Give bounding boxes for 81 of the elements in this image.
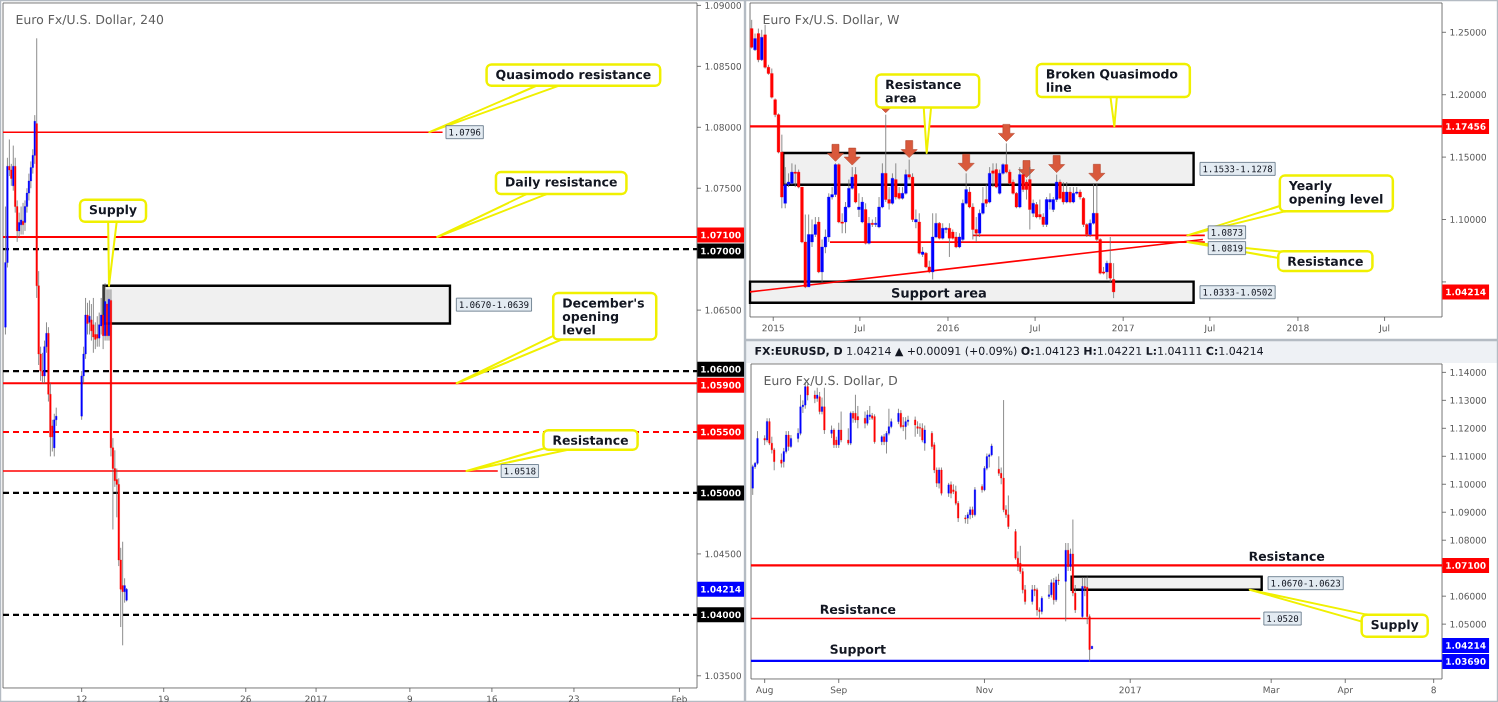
band-label: 1.0670-1.0639 xyxy=(459,301,529,309)
y-tick-label: 1.08000 xyxy=(705,123,742,131)
x-tick-label: Mar xyxy=(1263,686,1280,694)
x-tick-label: Sep xyxy=(830,686,847,696)
ref-line-label: 1.04000 xyxy=(701,611,741,619)
x-tick-label: Jul xyxy=(1203,324,1215,334)
annotation: Resistance area xyxy=(885,79,961,103)
annotation: 1.0796 xyxy=(449,128,481,136)
y-tick-label: 1.15000 xyxy=(1450,153,1487,161)
ref-line-label: 1.03690 xyxy=(1446,658,1486,665)
annotation: Resistance xyxy=(1288,256,1363,266)
annotation: December's opening level xyxy=(562,297,644,335)
text: Euro Fx/U.S. Dollar, D xyxy=(764,375,898,387)
y-tick-label: 1.12000 xyxy=(1450,424,1487,432)
y-tick-label: 1.13000 xyxy=(1450,396,1487,404)
y-tick-label: 1.06500 xyxy=(705,306,742,314)
x-tick-label: 19 xyxy=(158,695,169,702)
y-tick-label: 1.08000 xyxy=(1450,536,1487,544)
x-tick-label: 23 xyxy=(568,695,579,702)
ref-line-label: 1.05900 xyxy=(701,381,741,389)
y-tick-label: 1.20000 xyxy=(1450,91,1487,99)
annotation: 1.0873 xyxy=(1211,228,1243,236)
x-tick-label: Jul xyxy=(1378,324,1390,334)
y-tick-label: 1.07500 xyxy=(705,184,742,192)
annotation: 1.0819 xyxy=(1211,244,1243,252)
ref-line-label: 1.07100 xyxy=(701,231,741,239)
y-tick-label: 1.11000 xyxy=(1450,452,1487,460)
x-tick-label: 2017 xyxy=(1119,686,1141,694)
x-tick-label: Jul xyxy=(854,324,865,334)
annotation: Yearly opening level xyxy=(1288,180,1383,207)
y-tick-label: 1.03500 xyxy=(705,672,742,680)
y-tick-label: 1.09000 xyxy=(1450,508,1487,516)
annotation: Support area xyxy=(892,287,986,301)
x-tick-label: 12 xyxy=(76,695,87,702)
y-tick-label: 1.10000 xyxy=(1450,216,1487,223)
x-tick-label: Apr xyxy=(1337,686,1354,695)
annotation: Resistance xyxy=(1249,551,1325,561)
x-tick-label: 16 xyxy=(487,695,498,702)
ref-line-label: 1.07000 xyxy=(701,247,741,255)
text: 1.04214 xyxy=(1446,288,1486,296)
ref-line-label: 1.05500 xyxy=(701,428,741,436)
annotation: Daily resistance xyxy=(506,176,617,190)
annotation: Support xyxy=(830,644,886,657)
x-tick-label: 2016 xyxy=(937,324,959,332)
ref-line-label: 1.07100 xyxy=(1446,562,1486,569)
x-tick-label: 2017 xyxy=(1112,324,1134,332)
annotation: Supply xyxy=(89,204,137,217)
y-tick-label: 1.04500 xyxy=(705,550,742,558)
text: Euro Fx/U.S. Dollar, 240 xyxy=(16,14,164,26)
band-label: 1.0670-1.0623 xyxy=(1271,579,1341,587)
y-tick-label: 1.10000 xyxy=(1450,480,1487,488)
y-tick-label: 1.14000 xyxy=(1450,368,1487,376)
text: 1.04214 xyxy=(1446,642,1486,649)
y-tick-label: 1.09000 xyxy=(705,2,742,9)
band-label: 1.1533-1.1278 xyxy=(1203,165,1273,173)
y-tick-label: 1.05000 xyxy=(1450,620,1487,628)
x-tick-label: Feb xyxy=(672,695,687,702)
y-tick-label: 1.25000 xyxy=(1450,28,1487,36)
text: FX:EURUSD, D 1.04214 ▲ +0.00091 (+0.09%) O:1.04123 H:1.04221 L:1.04111 C:1.04214 xyxy=(755,346,1263,357)
annotation: Supply xyxy=(1371,619,1419,632)
x-tick-label: 26 xyxy=(240,695,251,702)
x-tick-label: 9 xyxy=(407,695,413,702)
annotation: Broken Quasimodo line xyxy=(1046,68,1178,92)
x-tick-label: 2015 xyxy=(762,324,784,332)
x-tick-label: 2017 xyxy=(305,695,327,702)
ref-line-label: 1.17456 xyxy=(1446,123,1486,130)
x-tick-label: Nov xyxy=(976,686,993,694)
y-tick-label: 1.08500 xyxy=(705,62,742,70)
annotation: 1.0518 xyxy=(504,467,536,475)
x-tick-label: Aug xyxy=(755,686,773,695)
x-tick-label: 8 xyxy=(1431,686,1436,694)
y-tick-label: 1.06000 xyxy=(1450,592,1487,600)
text: Euro Fx/U.S. Dollar, W xyxy=(763,14,900,26)
annotation: Resistance xyxy=(820,604,896,615)
x-tick-label: Jul xyxy=(1029,324,1040,334)
text: 1.04214 xyxy=(701,585,741,593)
annotation: 1.0520 xyxy=(1267,615,1299,622)
x-tick-label: 2018 xyxy=(1287,324,1309,332)
annotation: Resistance xyxy=(553,435,628,445)
band-label: 1.0333-1.0502 xyxy=(1203,288,1272,296)
annotation: Quasimodo resistance xyxy=(496,69,651,81)
